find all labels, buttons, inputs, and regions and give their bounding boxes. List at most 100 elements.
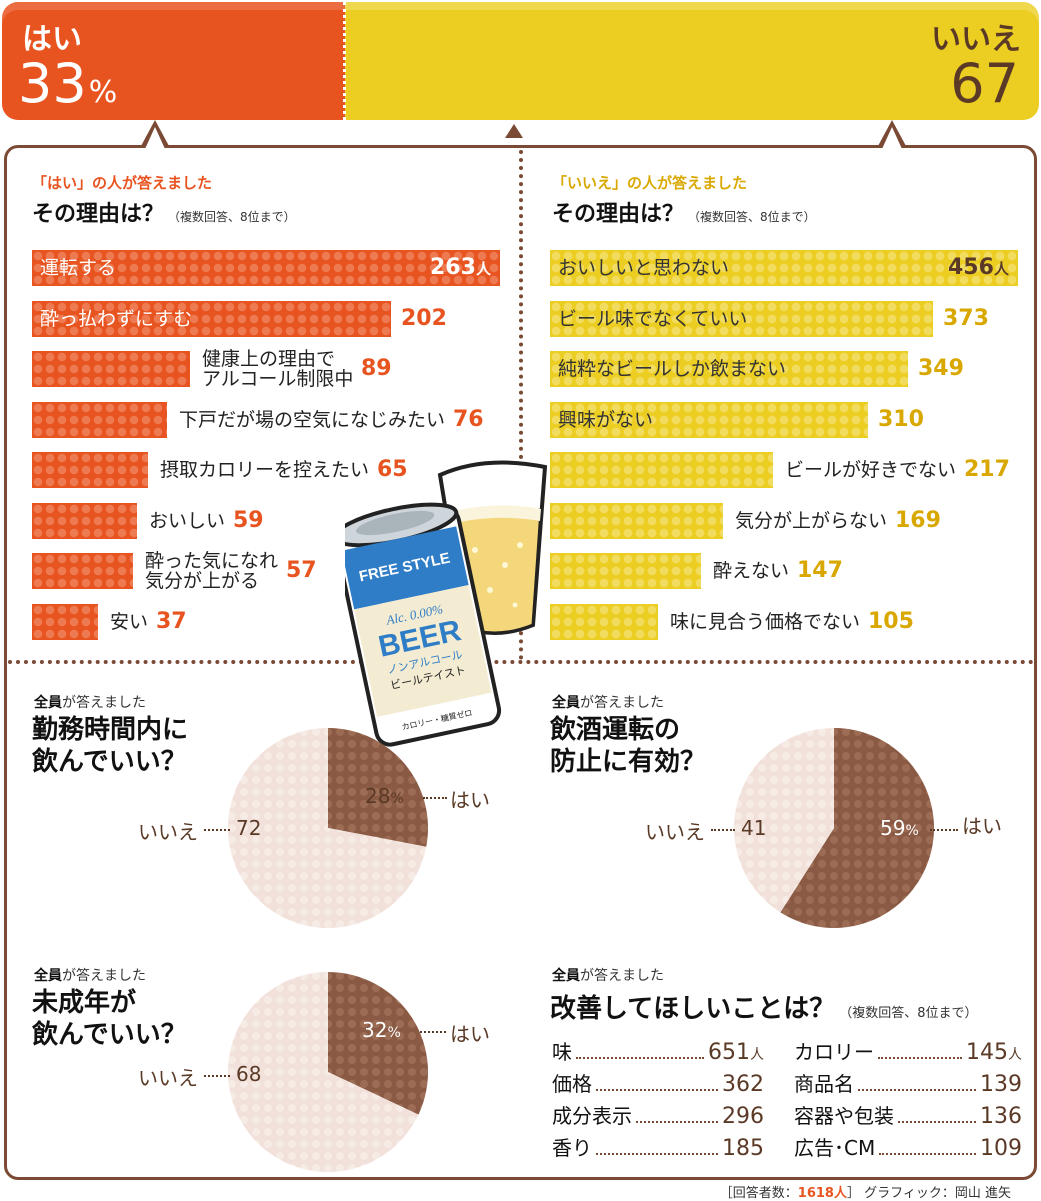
reason-no-bar-value: 310: [878, 406, 924, 432]
drive-yes-label: はい: [962, 814, 1002, 838]
improve-item-label: 商品名: [794, 1072, 854, 1096]
minor-no-value: 68: [236, 1062, 262, 1086]
improve-item-leader: [898, 1121, 976, 1123]
reason-yes-bar-label: 酔った気になれ 気分が上がる: [145, 550, 279, 592]
reason-no-bar-label: ビール味でなくていい: [558, 307, 748, 330]
reason-yes-bar: [32, 553, 133, 589]
reason-yes-bar: [32, 452, 148, 488]
pie-slice-yes: [780, 728, 934, 928]
reason-yes-bar-value: 202: [401, 305, 447, 331]
q-minor-title-line2: 飲んでいい？: [32, 1020, 187, 1050]
improve-item: 香り 185: [552, 1132, 764, 1161]
q-improve-title: 改善してほしいことは？ （複数回答、8位まで）: [550, 988, 978, 1025]
work-yes-leader: [423, 797, 447, 799]
q-minor-title-line1: 未成年が: [32, 988, 137, 1018]
improve-item-unit: 人: [1008, 1047, 1022, 1063]
reason-no-bar-value: 147: [797, 558, 843, 583]
q-drive-sub-bold: 全員: [552, 695, 580, 711]
no-pointer-inner: [882, 127, 902, 149]
reason-no-bar-label: おいしいと思わない: [558, 257, 730, 279]
reason-yes-bar-label: 下戸だが場の空気になじみたい: [179, 408, 446, 431]
no-bar: [345, 2, 1039, 120]
improve-item-label: カロリー: [794, 1040, 874, 1064]
q-work-subtitle: 全員が答えました: [34, 692, 146, 712]
footer-count: 1618人: [797, 1186, 847, 1201]
no-label: いいえ: [931, 22, 1021, 57]
reason-no-bar-label: 味に見合う価格でない: [670, 610, 861, 633]
reasons-yes-note: （複数回答、8位まで）: [168, 210, 296, 224]
drive-yes-value: 59%: [880, 816, 919, 840]
reason-no-bar-value: 217: [964, 457, 1010, 482]
reason-yes-bar-value: 59: [233, 507, 264, 533]
q-improve-note: （複数回答、8位まで）: [839, 1006, 978, 1021]
beer-glass-and-can-illustration: FREE STYLE Alc. 0.00% BEER ノンアルコール ビールテイ…: [345, 460, 548, 747]
reason-no-bar: [550, 401, 868, 438]
improve-item-label: 価格: [552, 1072, 592, 1096]
minor-no-leader: [204, 1075, 230, 1077]
q-improve-sub-bold: 全員: [552, 968, 580, 984]
reasons-yes-title: その理由は？ （複数回答、8位まで）: [32, 196, 296, 228]
drive-yes-pct: %: [905, 823, 919, 839]
reason-no-bar-label: 気分が上がらない: [735, 509, 888, 532]
reason-no-bar-value: 349: [918, 356, 964, 381]
yes-label: はい: [22, 22, 82, 57]
q-drive-sub-text: が答えました: [580, 695, 664, 711]
reason-yes-bar: [32, 351, 190, 387]
reasons-no-title: その理由は？ （複数回答、8位まで）: [552, 196, 816, 228]
q-improve-title-text: 改善してほしいことは？: [550, 994, 836, 1024]
improve-item-label: 広告･CM: [794, 1136, 876, 1160]
reason-yes-bar-value: 76: [453, 406, 484, 432]
q-drive-title-line1: 飲酒運転の: [550, 715, 681, 745]
footer: ［回答者数：1618人］ グラフィック：岡山 進矢: [720, 1182, 1011, 1201]
minor-no-label: いいえ: [138, 1066, 198, 1090]
footer-prefix: ［回答者数：: [719, 1186, 798, 1201]
pie-slice-yes: [328, 972, 428, 1115]
reason-no-bar-value: 373: [943, 305, 989, 331]
q-minor-sub-bold: 全員: [34, 968, 62, 984]
work-yes-value: 28%: [365, 784, 404, 808]
reason-no-bar: [550, 300, 933, 337]
reasons-no-title-text: その理由は？: [552, 202, 685, 227]
improve-item-value: 136: [980, 1104, 1022, 1129]
reason-yes-bar-label: 安い: [110, 610, 149, 633]
reason-yes-bar-value: 57: [286, 558, 317, 583]
q-work-title-line2: 飲んでいい？: [32, 747, 187, 777]
minor-yes-label: はい: [450, 1022, 490, 1046]
q-drive-title-line2: 防止に有効？: [550, 747, 707, 777]
q-work-sub-bold: 全員: [34, 695, 62, 711]
improve-item-value: 651: [708, 1040, 750, 1065]
bar-divider: [343, 2, 347, 120]
reason-yes-bar-value: 37: [156, 608, 187, 634]
reason-yes-bar: [32, 502, 137, 539]
improve-item: 広告･CM 109: [794, 1132, 1022, 1161]
improve-item-label: 容器や包装: [794, 1104, 894, 1128]
yes-value: 33%: [18, 52, 117, 115]
work-no-label: いいえ: [138, 820, 198, 844]
yes-value-unit: %: [88, 75, 118, 110]
q-work-sub-text: が答えました: [62, 695, 146, 711]
yes-value-number: 33: [18, 52, 87, 115]
reason-yes-bar: [32, 401, 167, 438]
drive-no-label: いいえ: [645, 820, 705, 844]
drive-yes-leader: [930, 829, 958, 831]
reason-no-bar: [550, 603, 658, 640]
improve-item-value: 296: [722, 1104, 764, 1129]
work-yes-pct: %: [390, 791, 404, 807]
drunk-driving-pie-chart: [734, 728, 934, 928]
reason-yes-bar-label: 健康上の理由で アルコール制限中: [202, 348, 354, 390]
q-drive-subtitle: 全員が答えました: [552, 692, 664, 712]
reason-yes-bar-value: 263人: [430, 255, 491, 280]
work-no-value: 72: [236, 816, 262, 840]
reason-no-bar-value: 169: [895, 507, 941, 533]
improve-item-label: 味: [552, 1040, 572, 1064]
improve-item-value: 185: [722, 1136, 764, 1161]
reason-no-bar-label: 純粋なビールしか飲まない: [558, 358, 787, 380]
horizontal-divider: [8, 660, 1034, 664]
reason-yes-bar-label: 運転する: [40, 257, 117, 279]
yes-no-summary-bar: はい 33% いいえ 67: [0, 0, 1041, 122]
reasons-yes-subtitle: 「はい」の人が答えました: [32, 174, 213, 192]
minors-pie-chart: [228, 972, 428, 1172]
q-minor-subtitle: 全員が答えました: [34, 965, 146, 985]
pie-slice-yes: [328, 728, 428, 847]
reason-no-bar: [550, 452, 773, 488]
